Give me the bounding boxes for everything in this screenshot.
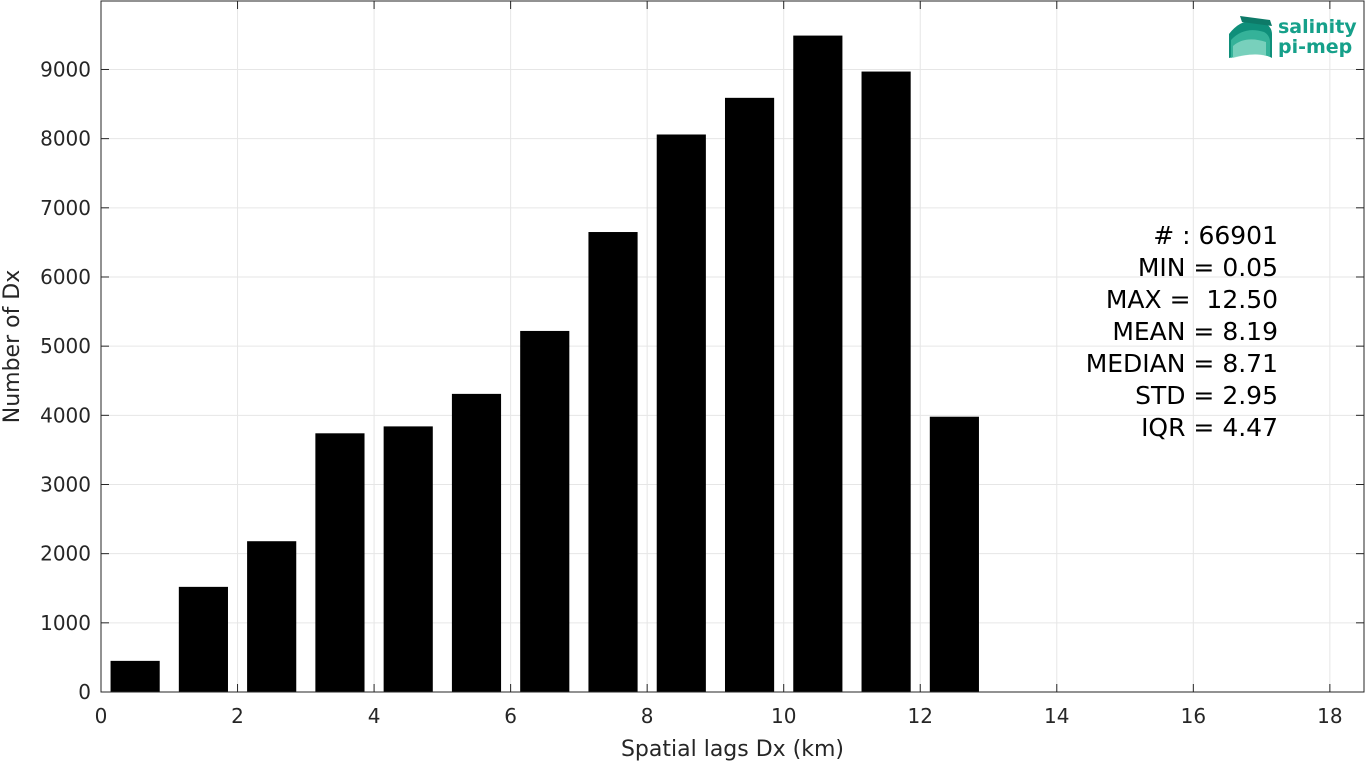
y-axis-label: Number of Dx: [0, 270, 25, 424]
x-tick-label: 18: [1317, 704, 1342, 728]
logo-text-salinity: salinity: [1278, 16, 1357, 38]
histogram-bar: [178, 586, 228, 692]
x-tick-label: 12: [908, 704, 933, 728]
x-tick-label: 10: [771, 704, 796, 728]
histogram-bar: [451, 393, 502, 692]
x-tick-label: 2: [231, 704, 244, 728]
logo-text-pi-mep: pi-mep: [1278, 36, 1352, 58]
y-tick-label: 0: [78, 680, 91, 704]
y-ticks: 0 1000 2000 3000 4000 5000 6000 7000 8000 9000: [40, 57, 1364, 704]
x-tick-label: 0: [95, 704, 108, 728]
bars: [110, 35, 979, 693]
x-tick-label: 8: [641, 704, 654, 728]
stat-line: MIN = 0.05: [1138, 253, 1278, 282]
y-tick-label: 8000: [40, 127, 91, 151]
histogram-bar: [110, 660, 160, 692]
logo-wave-icon: [1229, 16, 1272, 58]
x-ticks: 0 2 4 6 8 10 12 14 16 18: [95, 1, 1343, 728]
stat-line: MEAN = 8.19: [1112, 317, 1278, 346]
histogram-bar: [520, 330, 570, 692]
y-tick-label: 5000: [40, 334, 91, 358]
stat-line: IQR = 4.47: [1141, 413, 1278, 442]
y-tick-label: 1000: [40, 611, 91, 635]
x-axis-label: Spatial lags Dx (km): [621, 737, 844, 762]
histogram-bar: [656, 134, 706, 693]
histogram-bar: [315, 433, 365, 692]
histogram-bar: [588, 232, 638, 692]
x-tick-label: 4: [368, 704, 381, 728]
y-tick-label: 4000: [40, 403, 91, 427]
stat-line: MAX = 12.50: [1106, 285, 1278, 314]
x-tick-label: 14: [1044, 704, 1069, 728]
salinity-pi-mep-logo: salinity pi-mep: [1229, 16, 1357, 58]
y-tick-label: 6000: [40, 265, 91, 289]
histogram-bar: [793, 35, 843, 692]
y-tick-label: 3000: [40, 472, 91, 496]
stats-annotation: # : 66901 MIN = 0.05 MAX = 12.50 MEAN = 8.1…: [1086, 221, 1278, 442]
y-tick-label: 7000: [40, 196, 91, 220]
histogram-bar: [861, 71, 911, 692]
stat-line: # : 66901: [1153, 221, 1278, 250]
y-tick-label: 9000: [40, 57, 91, 81]
histogram-bar: [724, 97, 775, 692]
y-tick-label: 2000: [40, 542, 91, 566]
histogram-bar: [247, 541, 297, 692]
histogram-bar: [929, 416, 979, 692]
x-tick-label: 6: [504, 704, 517, 728]
stat-line: STD = 2.95: [1135, 381, 1278, 410]
x-tick-label: 16: [1181, 704, 1206, 728]
stat-line: MEDIAN = 8.71: [1086, 349, 1278, 378]
histogram-bar: [383, 426, 433, 692]
